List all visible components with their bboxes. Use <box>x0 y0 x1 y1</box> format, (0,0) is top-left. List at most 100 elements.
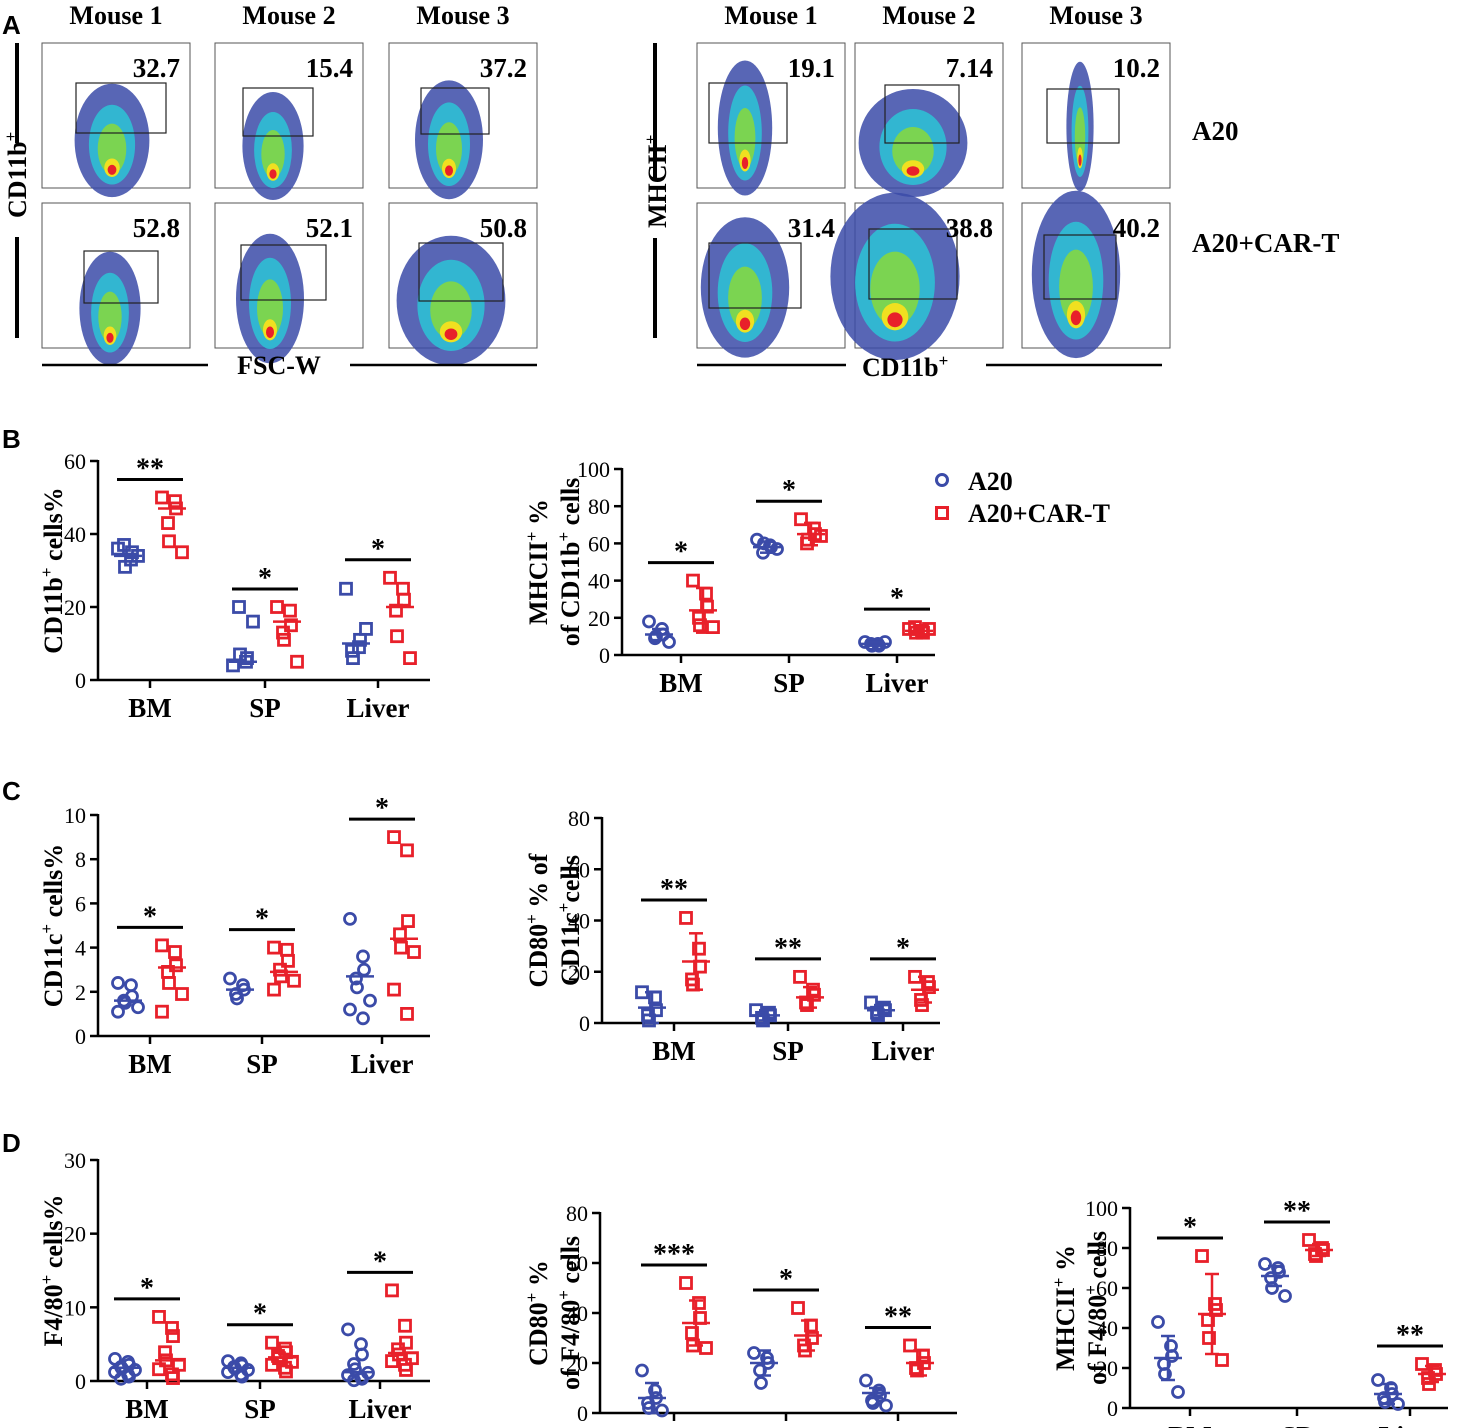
x-tick-label: Liver <box>867 1426 930 1428</box>
gate <box>1043 234 1117 300</box>
data-point-A20 <box>1378 1395 1392 1409</box>
density-core-b <box>106 332 114 343</box>
x-tick-label: SP <box>249 693 281 723</box>
x-tick-label: Liver <box>351 1049 414 1079</box>
data-point-A20+CAR-T <box>168 494 182 509</box>
category-BM: ** <box>635 874 710 1028</box>
data-point-A20 <box>648 1383 662 1398</box>
data-point-A20+CAR-T <box>398 1318 412 1333</box>
y-tick-label: 100 <box>577 457 610 482</box>
category-SP: * <box>223 904 301 1006</box>
category-BM: * <box>108 1273 186 1386</box>
data-point-A20+CAR-T <box>1415 1357 1429 1371</box>
significance-stars: * <box>258 563 272 594</box>
legend: A20 A20+CAR-T <box>935 467 1110 528</box>
data-point-A20+CAR-T <box>270 600 284 614</box>
y-tick-label: 20 <box>64 1222 86 1247</box>
chart-c1: 0 2 4 6 8 10 BM SP Liver CD11c+ cells% * * * <box>37 793 430 1079</box>
y-tick-label: 0 <box>599 643 610 668</box>
data-point-A20 <box>1258 1257 1272 1271</box>
data-point-A20+CAR-T <box>175 987 189 1001</box>
data-point-A20+CAR-T <box>385 1354 399 1369</box>
x-tick-label: BM <box>125 1394 169 1424</box>
gate-percentage: 52.8 <box>133 213 180 243</box>
data-point-A20 <box>356 1011 370 1026</box>
data-point-A20+CAR-T <box>390 629 404 644</box>
density-inner <box>430 281 472 340</box>
significance-stars: * <box>782 475 796 506</box>
mouse-header-right: Mouse 1 <box>724 1 817 30</box>
x-tick-label: BM <box>128 1049 172 1079</box>
flow-plot-left: 52.8 <box>41 202 191 366</box>
gate-percentage: 10.2 <box>1113 53 1160 83</box>
data-point-A20+CAR-T <box>1202 1331 1216 1345</box>
category-BM: *** <box>635 1239 713 1418</box>
y-tick-label: 40 <box>568 909 590 934</box>
data-point-A20 <box>349 971 363 986</box>
data-point-A20 <box>635 1363 649 1378</box>
data-point-A20+CAR-T <box>168 945 182 959</box>
gate <box>75 82 167 134</box>
category-Liver: * <box>343 793 421 1026</box>
density-core-b <box>445 165 453 176</box>
y-axis-label: MHCII+ % <box>1049 1245 1080 1371</box>
y-tick-label: 0 <box>75 1024 86 1049</box>
y-tick-label: 6 <box>75 891 86 916</box>
data-point-A20 <box>235 1369 249 1384</box>
density-core-b <box>1078 154 1082 166</box>
data-point-A20+CAR-T <box>692 610 706 625</box>
legend-a20-marker <box>935 473 949 487</box>
density-core-b <box>887 312 903 328</box>
density-inner <box>261 130 285 178</box>
legend-a20-label: A20 <box>968 467 1013 496</box>
y-tick-label: 30 <box>64 1148 86 1173</box>
y-axis-label: CD11c+ cells% <box>37 844 68 1008</box>
data-point-A20 <box>118 995 132 1010</box>
mouse-header-left: Mouse 2 <box>242 1 335 30</box>
data-point-A20 <box>750 532 764 547</box>
y-axis-label-line2: CD11c+cells <box>554 855 585 986</box>
data-point-A20+CAR-T <box>267 940 281 955</box>
gate-percentage: 52.1 <box>306 213 353 243</box>
significance-stars: * <box>779 1264 793 1295</box>
data-point-A20 <box>662 635 676 649</box>
y-tick-label: 60 <box>566 1251 588 1276</box>
data-point-A20+CAR-T <box>152 1310 166 1324</box>
mouse-header-right: Mouse 2 <box>882 1 975 30</box>
chart-d3: 0 20 40 60 80 100 BM SP Liver MHCII+ %of F4/80+ c… <box>1049 1196 1448 1428</box>
gate-percentage: 7.14 <box>946 53 993 83</box>
significance-stars: * <box>890 583 904 614</box>
row-label-car: A20+CAR-T <box>1192 228 1339 258</box>
data-point-A20+CAR-T <box>407 945 421 959</box>
data-point-A20+CAR-T <box>700 599 714 614</box>
category-BM: * <box>642 537 720 649</box>
category-BM: * <box>1151 1212 1229 1399</box>
data-point-A20 <box>642 1013 656 1028</box>
flow-plot-left: 15.4 <box>214 42 364 200</box>
data-point-A20 <box>346 651 360 665</box>
data-point-A20 <box>246 614 260 629</box>
y-tick-label: 40 <box>588 569 610 594</box>
x-tick-label: Liver <box>347 693 410 723</box>
x-tick-label: Liver <box>349 1394 412 1424</box>
flow-plot-left: 52.1 <box>214 202 364 364</box>
data-point-A20+CAR-T <box>686 573 700 588</box>
chart-b2: 0 20 40 60 80 100 BM SP Liver MHCII+ %of CD11b+ c… <box>522 457 936 698</box>
significance-stars: * <box>375 793 389 824</box>
mouse-header-right: Mouse 3 <box>1049 1 1142 30</box>
data-point-A20+CAR-T <box>793 969 807 984</box>
mouse-header-left: Mouse 1 <box>69 1 162 30</box>
mouse-header-left: Mouse 3 <box>416 1 509 30</box>
data-point-A20+CAR-T <box>166 1371 180 1385</box>
x-tick-label: BM <box>652 1426 696 1428</box>
x-tick-label: BM <box>652 1036 696 1066</box>
data-point-A20+CAR-T <box>1195 1249 1209 1263</box>
density-inner <box>734 108 756 168</box>
data-point-A20 <box>233 647 247 662</box>
y-tick-label: 0 <box>75 668 86 693</box>
data-point-A20 <box>1151 1315 1165 1329</box>
data-point-A20+CAR-T <box>394 940 408 955</box>
y-tick-label: 20 <box>1096 1356 1118 1381</box>
data-point-A20+CAR-T <box>400 843 414 858</box>
density-core-b <box>741 157 749 169</box>
